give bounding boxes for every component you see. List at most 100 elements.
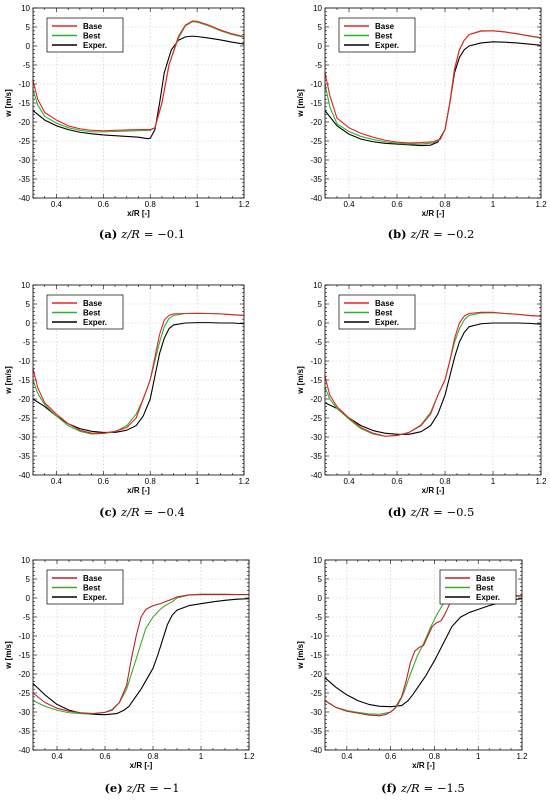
series-lines xyxy=(32,593,250,716)
chart-panel-d: 0.4 0.6 0.8 1 1.2 10 5 0 -5 -10 -15 -20 -25 -30 -35 -40… xyxy=(296,281,547,519)
y-tick-label: -10 xyxy=(310,357,322,366)
caption-value: = −0.1 xyxy=(144,227,185,241)
y-tick-label: 0 xyxy=(26,594,31,603)
chart-panel-a: 0.4 0.6 0.8 1 1.2 10 5 0 -5 -10 -15 -20 -25 -30 -35 -40… xyxy=(4,4,250,241)
caption-value: = −1 xyxy=(149,781,179,795)
caption-panel-letter: (f) xyxy=(381,781,401,795)
y-tick-label: -35 xyxy=(310,727,322,736)
panel-caption: (e) z/R = −1 xyxy=(104,781,179,795)
panel-caption: (c) z/R = −0.4 xyxy=(99,505,185,519)
panel-caption: (a) z/R = −0.1 xyxy=(99,227,185,241)
panel-caption: (d) z/R = −0.5 xyxy=(388,505,475,519)
y-tick-label: -10 xyxy=(18,632,30,641)
y-tick-label: -40 xyxy=(310,746,322,755)
y-tick-label: -35 xyxy=(310,175,322,184)
x-axis-label: x/R [-] xyxy=(127,209,150,218)
plot-frame xyxy=(324,7,542,199)
y-tick-label: -15 xyxy=(18,376,30,385)
caption-variable: z/R xyxy=(410,227,430,241)
y-tick-label: -10 xyxy=(310,80,322,89)
caption-panel-letter: (d) xyxy=(388,505,411,519)
legend-label: Base xyxy=(375,22,395,31)
x-tick-label: 0.8 xyxy=(429,752,441,761)
x-axis-label: x/R [-] xyxy=(130,761,153,770)
y-tick-label: -40 xyxy=(18,471,30,480)
x-tick-label: 1.2 xyxy=(238,477,250,486)
legend-label: Exper. xyxy=(476,593,500,602)
x-tick-label: 0.4 xyxy=(343,200,355,209)
y-tick-label: -10 xyxy=(18,357,30,366)
y-tick-label: -25 xyxy=(310,137,322,146)
y-tick-label: -35 xyxy=(18,452,30,461)
plot-frame xyxy=(32,559,250,751)
y-tick-label: -10 xyxy=(18,80,30,89)
x-tick-label: 0.4 xyxy=(51,200,63,209)
y-tick-label: -15 xyxy=(18,99,30,108)
legend-label: Best xyxy=(83,309,101,318)
y-tick-label: -5 xyxy=(315,613,323,622)
y-tick-label: 5 xyxy=(318,300,323,309)
y-axis-label: w [m/s] xyxy=(4,89,13,118)
legend-label: Best xyxy=(375,309,393,318)
x-tick-label: 0.4 xyxy=(341,752,353,761)
chart-panel-b: 0.4 0.6 0.8 1 1.2 10 5 0 -5 -10 -15 -20 -25 -30 -35 -40… xyxy=(296,4,547,241)
series-line-base xyxy=(324,30,542,144)
y-tick-label: -35 xyxy=(18,727,30,736)
chart-panel-e: 0.4 0.6 0.8 1 1.2 10 5 0 -5 -10 -15 -20 -25 -30 -35 -40… xyxy=(4,556,255,795)
series-lines xyxy=(324,311,542,437)
y-tick-label: 5 xyxy=(26,23,31,32)
x-tick-label: 1 xyxy=(195,477,200,486)
caption-value: = −0.2 xyxy=(433,227,474,241)
series-lines xyxy=(324,30,542,147)
series-line-base xyxy=(324,311,542,437)
series-line-best xyxy=(324,593,523,715)
y-tick-label: 5 xyxy=(26,300,31,309)
y-tick-label: -35 xyxy=(310,452,322,461)
x-axis-label: x/R [-] xyxy=(422,486,445,495)
caption-variable: z/R xyxy=(126,781,146,795)
y-tick-label: -40 xyxy=(310,194,322,203)
x-tick-label: 1.2 xyxy=(535,477,547,486)
x-tick-label: 1.2 xyxy=(516,752,528,761)
plot-frame xyxy=(32,7,245,199)
legend-box xyxy=(46,17,124,53)
y-tick-label: -25 xyxy=(18,137,30,146)
legend-label: Best xyxy=(83,584,101,593)
gridlines xyxy=(33,560,249,750)
y-tick-label: 0 xyxy=(26,42,31,51)
y-axis-label: w [m/s] xyxy=(296,89,305,118)
legend-label: Base xyxy=(83,299,103,308)
x-tick-label: 1.2 xyxy=(243,752,255,761)
series-lines xyxy=(32,312,245,435)
x-tick-label: 1 xyxy=(491,200,496,209)
y-tick-label: 10 xyxy=(21,281,30,290)
y-tick-label: -30 xyxy=(310,156,322,165)
y-tick-label: -20 xyxy=(310,670,322,679)
x-tick-label: 1.2 xyxy=(238,200,250,209)
x-axis-label: x/R [-] xyxy=(422,209,445,218)
x-tick-label: 1 xyxy=(199,752,204,761)
x-tick-label: 0.6 xyxy=(98,200,110,209)
y-tick-label: -40 xyxy=(18,746,30,755)
y-tick-label: -30 xyxy=(18,708,30,717)
caption-variable: z/R xyxy=(410,505,430,519)
y-axis-label: w [m/s] xyxy=(296,366,305,395)
y-tick-label: -40 xyxy=(18,194,30,203)
legend-label: Best xyxy=(476,584,494,593)
legend-label: Best xyxy=(375,32,393,41)
x-tick-label: 0.4 xyxy=(343,477,355,486)
plot-frame xyxy=(324,559,523,751)
y-tick-label: -25 xyxy=(310,414,322,423)
caption-panel-letter: (b) xyxy=(388,227,411,241)
panel-caption: (f) z/R = −1.5 xyxy=(381,781,465,795)
x-tick-label: 1 xyxy=(491,477,496,486)
chart-panel-c: 0.4 0.6 0.8 1 1.2 10 5 0 -5 -10 -15 -20 -25 -30 -35 -40… xyxy=(4,281,250,519)
chart-panel-f: 0.4 0.6 0.8 1 1.2 10 5 0 -5 -10 -15 -20 -25 -30 -35 -40… xyxy=(296,556,528,795)
legend-label: Exper. xyxy=(83,41,107,50)
series-line-base xyxy=(32,312,245,434)
y-tick-label: -5 xyxy=(315,338,323,347)
x-tick-label: 0.4 xyxy=(51,477,63,486)
